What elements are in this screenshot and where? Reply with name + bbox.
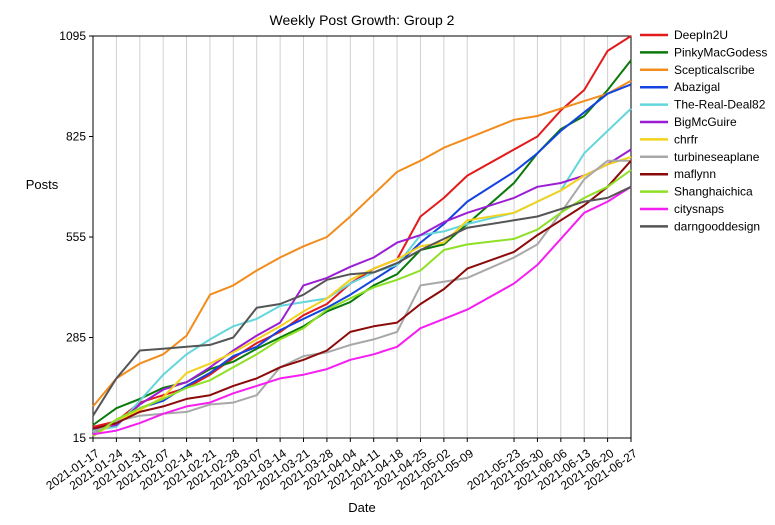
y-axis-label: Posts (26, 177, 59, 192)
y-tick-label: 15 (73, 431, 87, 445)
y-tick-label: 1095 (59, 29, 86, 43)
legend-label: citysnaps (674, 202, 724, 216)
series-line-chrfr (92, 156, 632, 437)
series-line-BigMcGuire (92, 148, 632, 430)
series-line-Shanghaichica (92, 169, 632, 437)
gridlines (92, 36, 632, 438)
series-line-Scepticalscribe (92, 79, 632, 408)
legend-label: turbineseaplane (674, 150, 760, 164)
x-axis-label: Date (348, 500, 375, 515)
x-axis: 2021-01-172021-01-242021-01-312021-02-07… (43, 438, 640, 493)
series-line-The-Real-Deal82 (92, 107, 632, 432)
y-axis: 15 285 555 825 1095 (59, 29, 93, 445)
legend: DeepIn2U PinkyMacGodess Scepticalscribe Aba… (640, 28, 767, 233)
y-tick-label: 285 (66, 331, 86, 345)
series-line-darngooddesign (92, 185, 632, 417)
legend-label: The-Real-Deal82 (674, 98, 766, 112)
series-line-PinkyMacGodess (92, 59, 632, 426)
series-line-DeepIn2U (92, 35, 632, 428)
legend-label: Abazigal (674, 80, 720, 94)
legend-label: darngooddesign (674, 219, 760, 233)
legend-label: BigMcGuire (674, 115, 737, 129)
series-line-Abazigal (92, 83, 632, 434)
series-line-maflynn (92, 160, 632, 430)
series-line-turbineseaplane (92, 159, 631, 434)
legend-label: PinkyMacGodess (674, 45, 767, 59)
legend-label: DeepIn2U (674, 28, 728, 42)
chart-title: Weekly Post Growth: Group 2 (270, 12, 455, 28)
legend-label: chrfr (674, 132, 698, 146)
legend-label: maflynn (674, 167, 716, 181)
series-lines (92, 35, 632, 437)
legend-label: Scepticalscribe (674, 63, 755, 77)
y-tick-label: 555 (66, 230, 86, 244)
legend-label: Shanghaichica (674, 185, 753, 199)
series-line-citysnaps (92, 185, 632, 436)
y-tick-label: 825 (66, 130, 86, 144)
plot-frame (92, 35, 632, 439)
